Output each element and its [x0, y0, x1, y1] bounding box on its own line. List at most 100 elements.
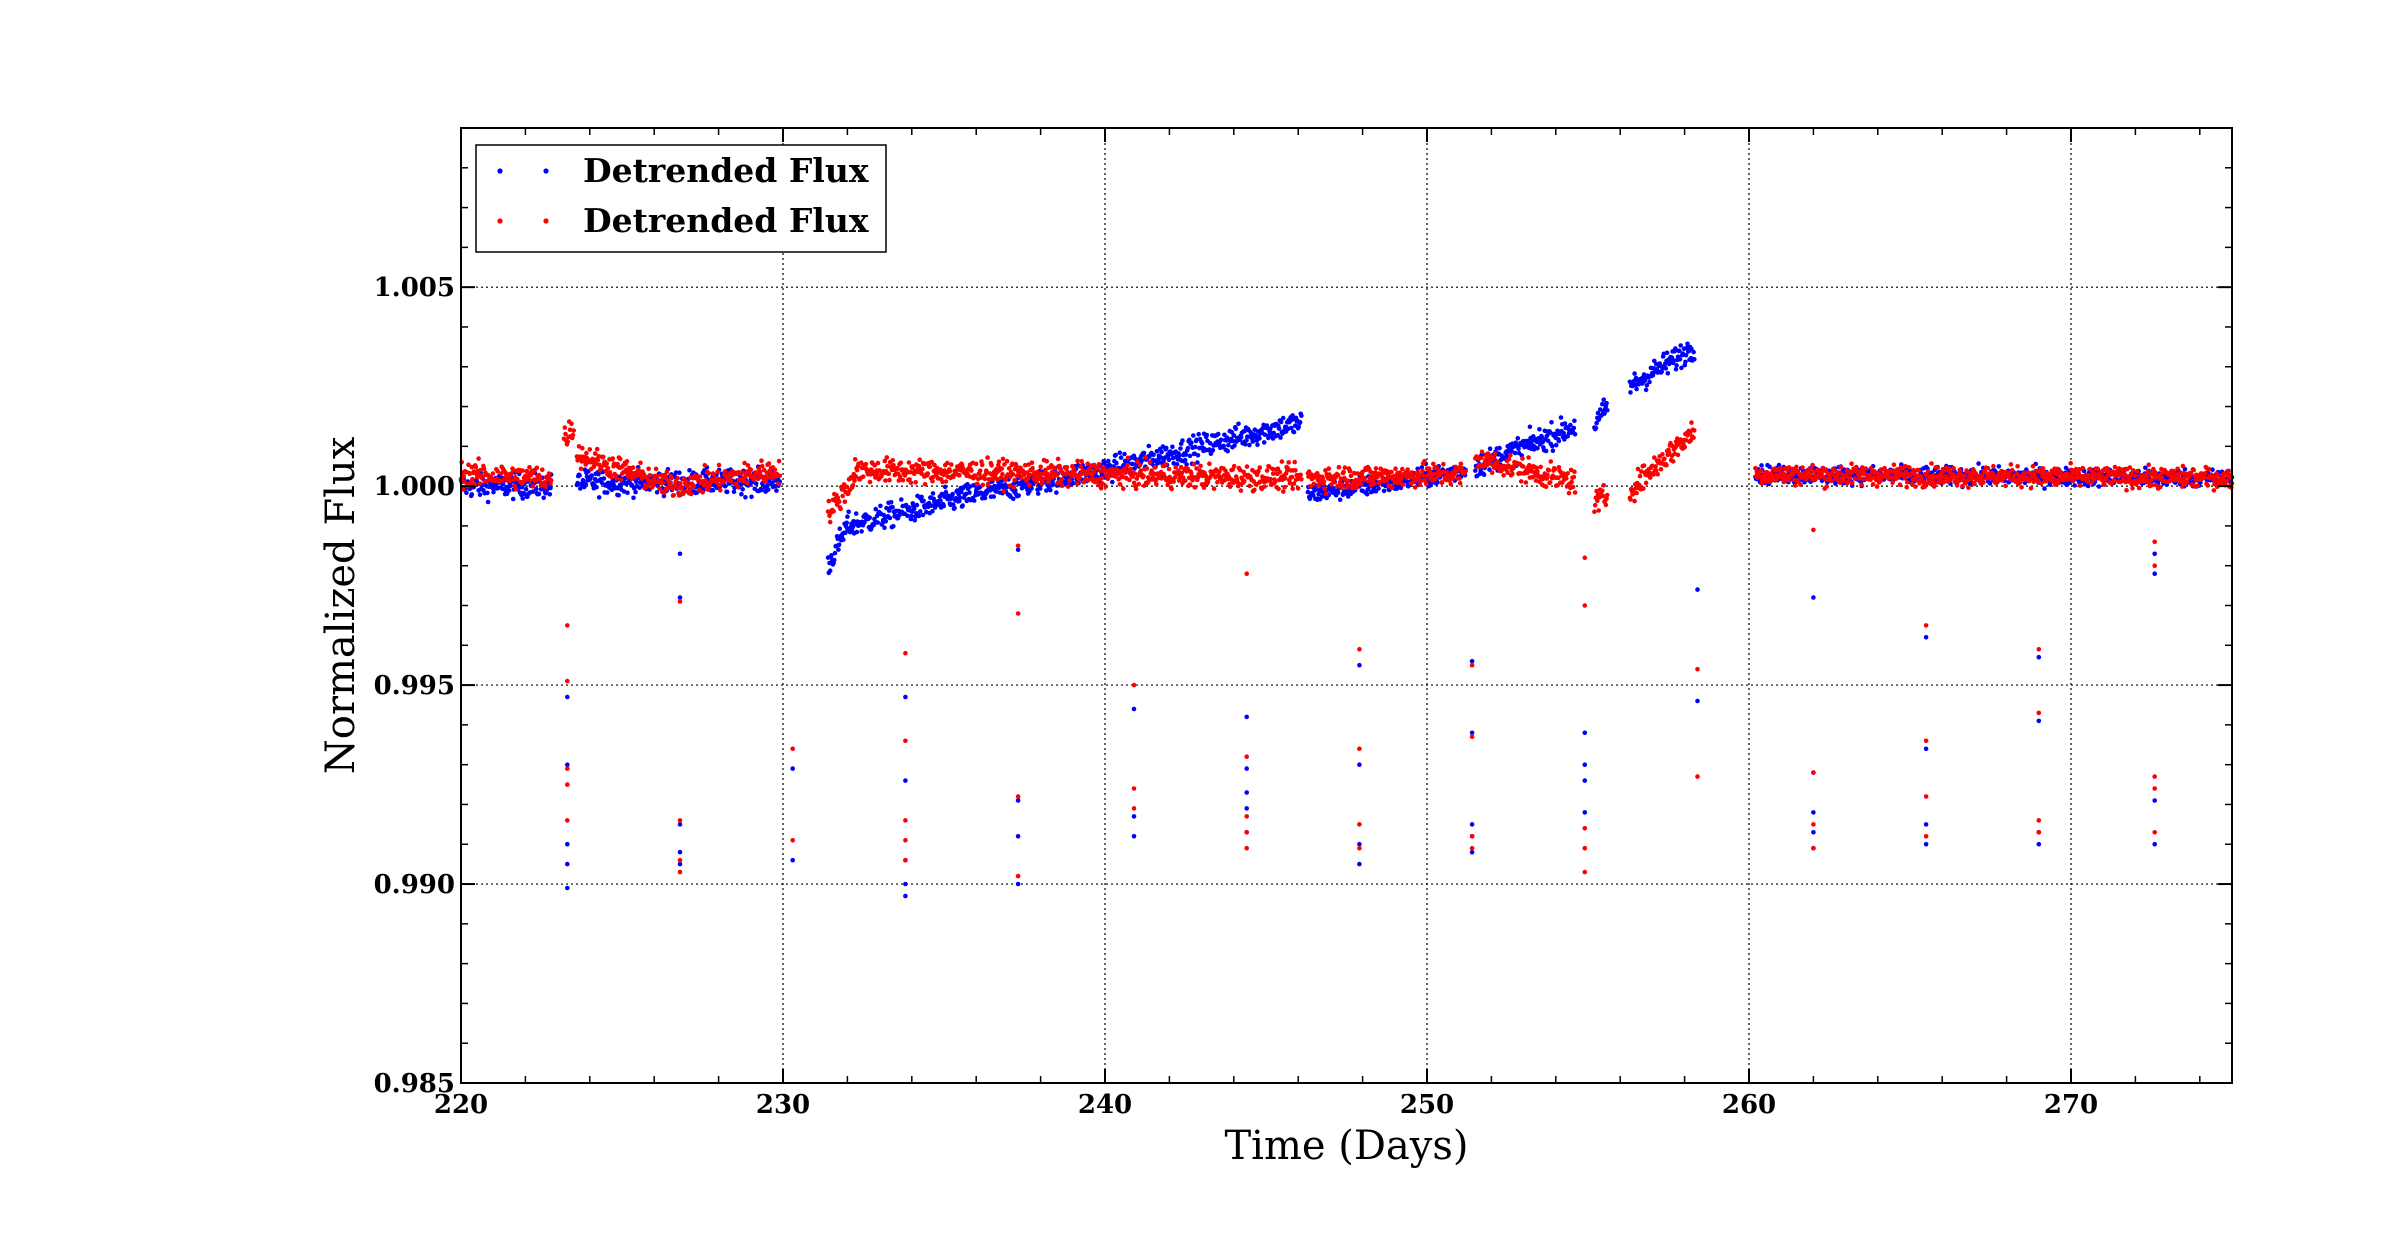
- data-point: [1562, 421, 1568, 426]
- data-point: [2080, 465, 2086, 471]
- data-point: [1987, 481, 1993, 486]
- data-point: [1143, 455, 1148, 460]
- data-point: [1270, 471, 1276, 476]
- data-point: [1759, 463, 1764, 468]
- data-point: [1070, 480, 1076, 486]
- data-point: [1479, 449, 1485, 455]
- data-point: [469, 492, 475, 497]
- data-point: [2184, 479, 2190, 485]
- data-point: [1670, 459, 1676, 464]
- data-point: [949, 462, 954, 467]
- data-point: [1048, 487, 1053, 493]
- data-point: [1592, 509, 1597, 514]
- data-point: [1632, 371, 1637, 376]
- data-point: [1166, 457, 1172, 463]
- data-point: [1128, 466, 1133, 472]
- data-point: [867, 479, 873, 485]
- data-point: [565, 623, 570, 628]
- data-point: [745, 480, 750, 486]
- data-point: [1935, 465, 1940, 471]
- data-point: [1966, 485, 1971, 491]
- y-tick-label: 1.005: [374, 273, 455, 303]
- data-point: [565, 818, 570, 823]
- data-point: [1357, 662, 1362, 668]
- data-point: [1131, 786, 1137, 791]
- data-point: [1264, 468, 1270, 473]
- data-point: [1458, 461, 1464, 467]
- data-point: [929, 503, 934, 508]
- data-point: [1658, 466, 1664, 472]
- data-point: [827, 519, 833, 525]
- data-point: [980, 482, 986, 488]
- data-point: [1664, 350, 1670, 356]
- data-point: [510, 496, 516, 502]
- data-point: [1357, 845, 1362, 851]
- data-point: [1199, 440, 1205, 446]
- data-point: [2152, 571, 2157, 576]
- data-point: [1242, 428, 1247, 434]
- data-point: [1131, 682, 1137, 688]
- data-point: [653, 466, 659, 472]
- data-point: [840, 493, 845, 499]
- data-point: [1252, 487, 1257, 493]
- data-point: [731, 489, 737, 495]
- data-point: [1811, 810, 1816, 815]
- data-point: [1419, 465, 1425, 470]
- data-point: [1582, 845, 1588, 851]
- data-point: [832, 550, 838, 556]
- data-point: [565, 694, 570, 700]
- data-point: [909, 513, 914, 519]
- data-point: [1187, 482, 1193, 487]
- data-point: [982, 476, 988, 482]
- data-point: [1758, 468, 1764, 474]
- data-point: [669, 475, 674, 481]
- data-point: [1287, 481, 1293, 486]
- data-point: [836, 499, 842, 505]
- data-point: [548, 478, 554, 483]
- data-point: [960, 503, 965, 508]
- data-point: [841, 537, 846, 542]
- data-point: [614, 476, 620, 481]
- data-point: [2149, 482, 2155, 488]
- data-point: [1409, 470, 1414, 475]
- data-point: [1463, 468, 1468, 474]
- data-point: [1321, 479, 1327, 484]
- data-point: [1276, 486, 1281, 492]
- data-point: [1163, 462, 1168, 467]
- data-point: [1280, 415, 1286, 421]
- data-point: [1509, 448, 1514, 454]
- data-point: [891, 524, 896, 529]
- data-point: [677, 551, 683, 557]
- x-axis-title: Time (Days): [1224, 1123, 1468, 1169]
- data-point: [1582, 869, 1588, 875]
- data-point: [1255, 442, 1260, 448]
- data-point: [1389, 485, 1395, 491]
- data-point: [718, 488, 723, 493]
- data-point: [1833, 481, 1838, 486]
- data-point: [677, 595, 683, 600]
- data-point: [1011, 484, 1017, 490]
- data-point: [1091, 470, 1097, 475]
- data-point: [2028, 486, 2034, 491]
- data-point: [1059, 477, 1064, 483]
- data-point: [1911, 467, 1916, 473]
- data-point: [1663, 366, 1669, 371]
- data-point: [546, 471, 552, 476]
- data-point: [1603, 502, 1609, 508]
- data-point: [604, 461, 609, 466]
- data-point: [1647, 379, 1652, 385]
- data-point: [1282, 484, 1287, 490]
- data-point: [1015, 873, 1021, 879]
- data-point: [1393, 466, 1398, 472]
- data-point: [1299, 413, 1304, 419]
- data-point: [1322, 486, 1327, 492]
- data-point: [1357, 861, 1362, 867]
- data-point: [1811, 845, 1816, 851]
- data-point: [1602, 411, 1607, 416]
- data-point: [1605, 408, 1610, 413]
- data-point: [1227, 484, 1233, 490]
- data-point: [1405, 467, 1410, 472]
- data-point: [917, 457, 922, 463]
- data-point: [675, 475, 680, 481]
- data-point: [1829, 478, 1834, 484]
